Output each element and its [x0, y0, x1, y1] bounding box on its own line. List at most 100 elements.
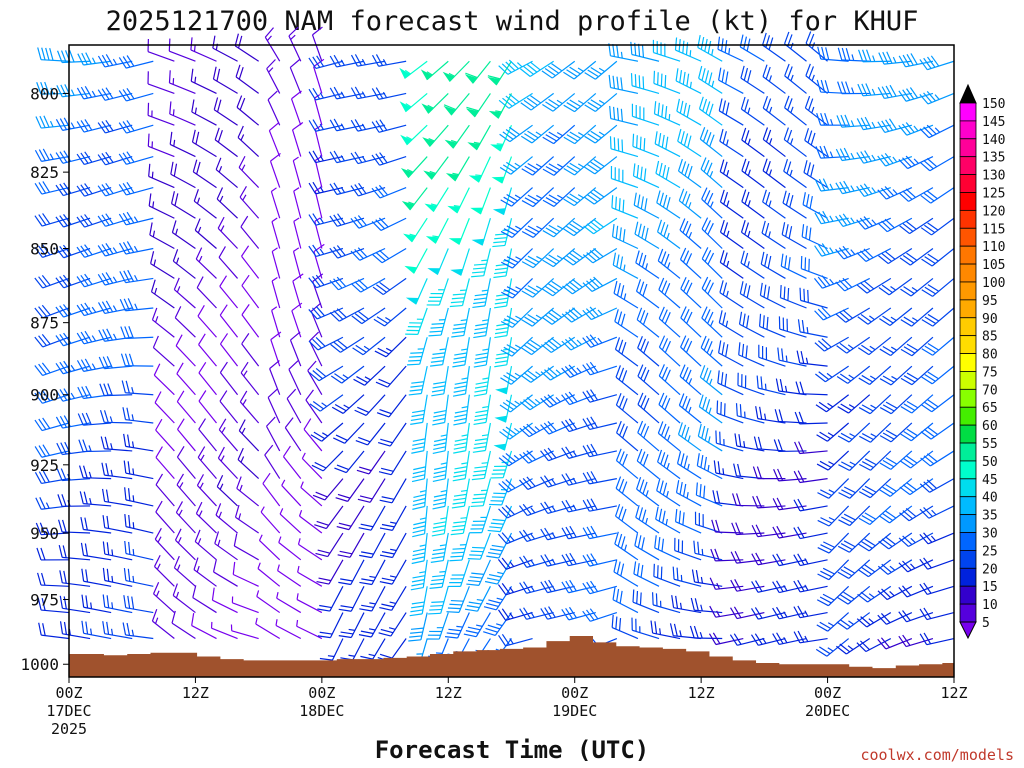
barb-flag	[707, 311, 714, 324]
barb-flag	[42, 181, 51, 193]
barb-pennant	[400, 134, 413, 146]
barb-staff	[820, 58, 849, 62]
barb-flag	[776, 525, 784, 538]
wind-barb	[584, 60, 618, 80]
barb-flag	[637, 223, 642, 237]
barb-flag	[866, 49, 872, 62]
barb-flag	[59, 361, 68, 373]
barb-flag	[902, 123, 911, 135]
colorbar-swatch	[959, 567, 977, 587]
barb-half-flag	[535, 285, 543, 290]
barb-flag	[643, 369, 650, 382]
barb-staff	[191, 111, 217, 126]
barb-flag	[738, 311, 743, 325]
barb-half-flag	[482, 377, 489, 380]
wind-barb	[293, 187, 302, 219]
barb-half-flag	[849, 461, 856, 466]
barb-flag	[450, 578, 464, 580]
barb-flag	[686, 104, 691, 118]
barb-flag	[501, 583, 511, 594]
barb-flag	[198, 418, 206, 430]
barb-flag	[547, 447, 557, 459]
barb-flag	[589, 334, 599, 345]
barb-flag	[784, 95, 790, 108]
barb-staff	[361, 307, 386, 325]
barb-flag	[880, 154, 890, 166]
barb-half-flag	[314, 94, 321, 99]
barb-flag	[119, 271, 127, 283]
barb-staff	[821, 247, 849, 257]
barb-flag	[406, 329, 420, 332]
wind-barb	[772, 553, 807, 567]
barb-flag	[772, 633, 780, 645]
barb-flag	[433, 470, 447, 475]
barb-flag	[843, 147, 851, 160]
wind-barb	[97, 87, 133, 101]
wind-barb	[877, 217, 913, 233]
wind-barb	[119, 241, 154, 255]
barb-flag	[101, 153, 110, 165]
wind-barb	[615, 393, 639, 424]
barb-flag	[34, 446, 43, 458]
barb-flag	[783, 127, 789, 140]
barb-flag	[765, 66, 771, 80]
barb-staff	[761, 232, 786, 250]
barb-flag	[494, 465, 507, 468]
barb-staff	[572, 248, 597, 266]
wind-barb	[193, 557, 217, 587]
barb-flag	[761, 32, 767, 46]
barb-staff	[827, 612, 850, 632]
barb-flag	[350, 283, 362, 293]
wind-barb	[783, 127, 807, 158]
barb-staff	[633, 175, 660, 189]
barb-flag	[690, 597, 695, 611]
barb-staff	[370, 612, 386, 638]
wind-barb	[176, 390, 196, 424]
wind-barb	[898, 87, 934, 102]
wind-barb	[498, 478, 533, 493]
barb-flag	[881, 86, 889, 98]
barb-staff	[215, 169, 238, 189]
barb-staff	[757, 418, 786, 424]
barb-staff	[231, 630, 259, 640]
barb-flag	[930, 55, 940, 67]
barb-half-flag	[743, 441, 746, 448]
barb-flag	[361, 578, 374, 582]
barb-flag	[102, 541, 106, 555]
wind-barb	[793, 630, 828, 644]
barb-half-flag	[764, 413, 767, 420]
barb-staff	[652, 604, 681, 614]
barb-half-flag	[689, 81, 692, 89]
barb-staff	[569, 365, 597, 378]
barb-flag	[678, 510, 682, 524]
barb-staff	[126, 92, 154, 102]
barb-flag	[336, 308, 347, 318]
barb-flag	[237, 35, 243, 49]
barb-flag	[638, 507, 644, 520]
barb-half-flag	[847, 645, 854, 651]
barb-staff	[631, 53, 660, 62]
barb-flag	[680, 335, 687, 348]
barb-flag	[473, 493, 487, 496]
barb-half-flag	[242, 399, 247, 406]
barb-staff	[342, 394, 365, 414]
barb-half-flag	[91, 57, 96, 64]
barb-flag	[719, 219, 725, 233]
credit-link[interactable]: coolwx.com/models	[860, 746, 1014, 764]
barb-half-flag	[156, 563, 161, 570]
barb-flag	[696, 453, 700, 466]
barb-flag	[842, 213, 852, 225]
barb-flag	[661, 338, 669, 351]
wind-barbs-layer	[34, 26, 955, 667]
barb-flag	[498, 65, 509, 75]
wind-barb	[494, 337, 513, 368]
barb-flag	[761, 220, 766, 234]
barb-half-flag	[707, 436, 711, 443]
barb-flag	[740, 220, 746, 233]
wind-barb	[76, 330, 112, 345]
barb-staff	[271, 280, 281, 309]
barb-flag	[927, 343, 940, 351]
barb-flag	[880, 613, 891, 624]
barb-flag	[488, 551, 501, 556]
barb-flag	[805, 194, 810, 207]
